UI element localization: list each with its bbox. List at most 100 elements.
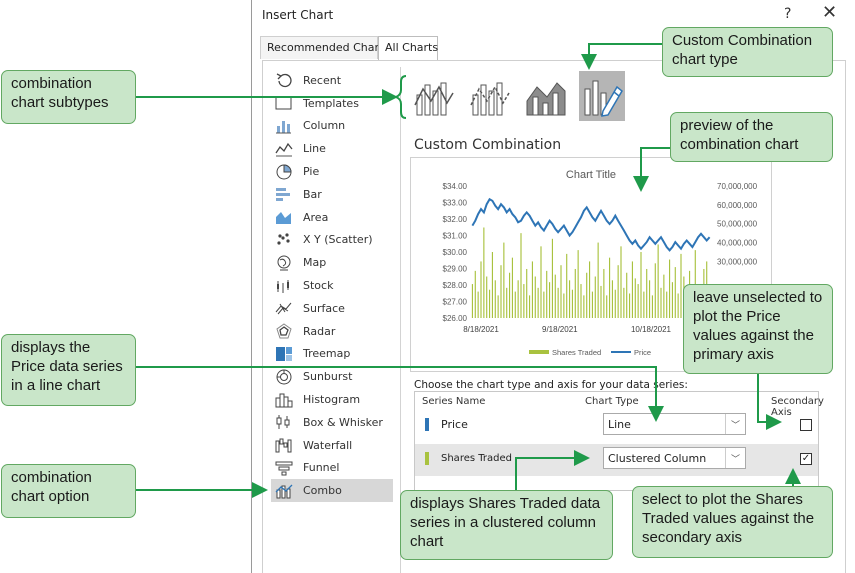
shares-traded-bar	[594, 276, 596, 318]
chart-type-label: Pie	[303, 165, 320, 179]
chevron-down-icon[interactable]: ﹀	[725, 448, 745, 468]
chart-type-histogram[interactable]: Histogram	[271, 388, 393, 411]
chart-type-stock[interactable]: Stock	[271, 274, 393, 297]
shares-traded-bar	[540, 246, 542, 318]
shares-traded-bar	[471, 284, 473, 318]
subtype-custom-combination[interactable]	[579, 71, 625, 121]
shares-traded-bar	[486, 276, 488, 318]
help-button[interactable]: ?	[784, 6, 792, 22]
chart-type-funnel[interactable]: Funnel	[271, 457, 393, 480]
shares-traded-bar	[497, 295, 499, 318]
chart-type-radar[interactable]: Radar	[271, 320, 393, 343]
chart-type-sunburst[interactable]: Sunburst	[271, 365, 393, 388]
custom-combination-icon	[584, 80, 623, 117]
shares-traded-bar	[663, 274, 665, 318]
shares-traded-bar	[660, 287, 662, 318]
legend-swatch-shares-traded	[529, 350, 549, 354]
tab-all-charts[interactable]: All Charts	[378, 36, 438, 60]
series-row-shares-traded[interactable]: Shares Traded Clustered Column ﹀ ✓	[415, 444, 818, 476]
chart-type-bar[interactable]: Bar	[271, 183, 393, 206]
chevron-down-icon[interactable]: ﹀	[725, 414, 745, 434]
shares-traded-bar	[651, 295, 653, 318]
shares-traded-bar	[503, 242, 505, 318]
recent-icon	[275, 72, 293, 88]
shares-traded-bar	[657, 244, 659, 318]
callout-leave-unselected: leave unselected to plot the Price value…	[683, 284, 833, 374]
callout-select-secondary: select to plot the Shares Traded values …	[632, 486, 833, 558]
close-button[interactable]: ✕	[822, 2, 838, 23]
series-color-swatch	[425, 418, 429, 431]
chart-type-combo[interactable]: Combo	[271, 479, 393, 503]
shares-traded-bar	[489, 289, 491, 318]
radar-chart-icon	[275, 323, 293, 339]
series-table: Series Name Chart Type Secondary Axis Pr…	[414, 391, 824, 491]
chart-type-scatter[interactable]: X Y (Scatter)	[271, 229, 393, 252]
shares-traded-bar	[606, 295, 608, 318]
shares-traded-bar	[511, 257, 513, 318]
shares-traded-bar	[531, 261, 533, 318]
chart-type-box-whisker[interactable]: Box & Whisker	[271, 411, 393, 434]
secondary-axis-checkbox-price[interactable]	[800, 419, 812, 431]
shares-traded-bar	[671, 282, 673, 318]
series-row-price[interactable]: Price Line ﹀	[415, 410, 818, 442]
chart-type-recent[interactable]: Recent	[271, 69, 393, 92]
shares-traded-bar	[569, 280, 571, 318]
bar-chart-icon	[275, 186, 293, 202]
chart-type-surface[interactable]: Surface	[271, 297, 393, 320]
shares-traded-bar	[623, 287, 625, 318]
shares-traded-bar	[574, 268, 576, 318]
shares-traded-bar	[560, 265, 562, 318]
chart-type-label: Templates	[303, 96, 359, 110]
subtype-column-line-secondary[interactable]	[467, 71, 513, 121]
chart-type-pie[interactable]: Pie	[271, 160, 393, 183]
chart-type-dropdown-shares-traded[interactable]: Clustered Column ﹀	[603, 447, 746, 469]
shares-traded-bar	[614, 289, 616, 318]
shares-traded-bar	[526, 268, 528, 318]
series-name: Shares Traded	[441, 453, 512, 464]
shares-traded-bar	[643, 291, 645, 318]
chart-type-column[interactable]: Column	[271, 115, 393, 138]
area-column-icon	[526, 82, 566, 116]
shares-traded-bar	[654, 263, 656, 318]
scatter-chart-icon	[275, 232, 293, 248]
chart-type-label: Stock	[303, 279, 334, 293]
line-chart-icon	[275, 141, 293, 157]
shares-traded-bar	[600, 285, 602, 318]
subtype-stacked-area-column[interactable]	[523, 71, 569, 121]
chart-type-map[interactable]: Map	[271, 251, 393, 274]
legend-label-shares-traded: Shares Traded	[552, 348, 601, 357]
shares-traded-bar	[603, 268, 605, 318]
chart-type-area[interactable]: Area	[271, 206, 393, 229]
shares-traded-bar	[680, 253, 682, 318]
tab-recommended-charts[interactable]: Recommended Charts	[260, 36, 389, 59]
chart-type-label: Column	[303, 119, 346, 133]
x-tick-label: 8/18/2021	[463, 325, 499, 334]
chart-type-treemap[interactable]: Treemap	[271, 343, 393, 366]
chart-type-label: Sunburst	[303, 370, 353, 384]
y-primary-tick-label: $26.00	[443, 314, 468, 323]
shares-traded-bar	[609, 257, 611, 318]
chart-type-label: Radar	[303, 324, 336, 338]
chart-type-line[interactable]: Line	[271, 137, 393, 160]
shares-traded-bar	[629, 293, 631, 318]
y-secondary-tick-label: 70,000,000	[717, 182, 758, 191]
shares-traded-bar	[537, 287, 539, 318]
y-primary-tick-label: $34.00	[443, 182, 468, 191]
section-title: Custom Combination	[414, 137, 562, 153]
chart-type-label: Bar	[303, 187, 322, 201]
y-primary-tick-label: $29.00	[443, 265, 468, 274]
shares-traded-bar	[589, 261, 591, 318]
subtype-clustered-column-line[interactable]	[411, 71, 457, 121]
shares-traded-bar	[500, 265, 502, 318]
chart-type-templates[interactable]: Templates	[271, 92, 393, 115]
shares-traded-bar	[509, 272, 511, 318]
x-tick-label: 10/18/2021	[631, 325, 672, 334]
secondary-axis-checkbox-shares-traded[interactable]: ✓	[800, 453, 812, 465]
surface-chart-icon	[275, 300, 293, 316]
chart-type-dropdown-price[interactable]: Line ﹀	[603, 413, 746, 435]
chart-type-list: Recent Templates Column Line Pie Bar Area X Y (…	[271, 69, 393, 503]
shares-traded-bar	[474, 270, 476, 318]
chart-type-label: Box & Whisker	[303, 415, 383, 429]
shares-traded-bar	[520, 233, 522, 318]
chart-type-waterfall[interactable]: Waterfall	[271, 434, 393, 457]
